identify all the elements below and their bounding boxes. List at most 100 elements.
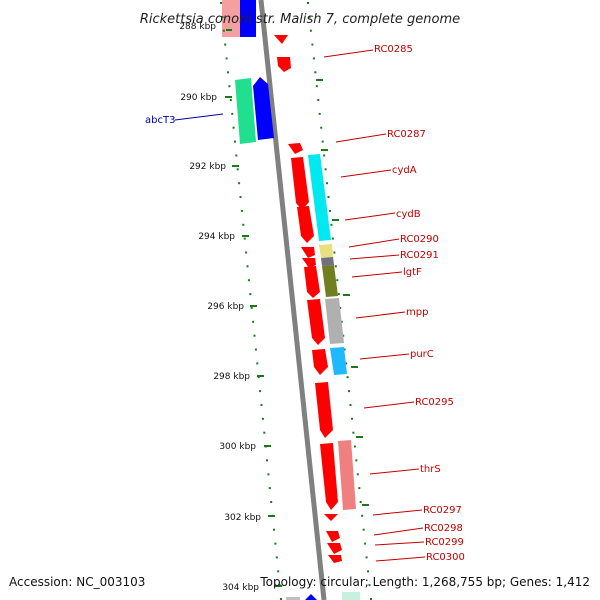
gene-label-rc0295[interactable]: RC0295 [415,397,454,408]
gene-labels: RC0285 abcT3 RC0287 cydA cydB RC0290 RC0… [145,44,465,563]
gene-block-top-blue[interactable] [240,0,256,37]
scale-dot-right [309,29,312,32]
scale-dot-right [343,348,346,351]
scale-dot-left [263,431,266,434]
scale-dot-left [249,293,252,296]
gene-label-cydB[interactable]: cydB [396,209,421,220]
gene-bottom-blue[interactable] [305,594,317,600]
gene-label-mpp[interactable]: mpp [406,307,428,318]
scale-dot-right [355,459,358,462]
gene-cyd-cyan[interactable] [308,154,331,241]
gene-rc0300[interactable] [328,555,342,563]
gene-rc0287[interactable] [288,143,303,154]
gene-label-thrS[interactable]: thrS [420,464,441,475]
gene-purC-blue[interactable] [330,347,347,375]
gene-rc0291[interactable] [302,258,316,268]
gene-cydB[interactable] [297,206,314,243]
gene-label-rc0290[interactable]: RC0290 [400,234,439,245]
leader-abcT3 [174,113,224,121]
gene-cydA[interactable] [291,157,309,210]
gene-label-purC[interactable]: purC [410,349,434,360]
scale-dot-right [330,223,333,226]
tick-label-288: 288 kbp [179,22,216,32]
gene-label-rc0285[interactable]: RC0285 [374,44,413,55]
scale-dot-left [273,528,275,531]
gene-mpp[interactable] [307,299,325,345]
scale-dot-left [259,390,262,393]
scale-dot-right [327,196,330,198]
scale-dot-right [356,473,359,476]
scale-ticks: 288 kbp 290 kbp 292 kbp 294 kbp 296 kbp … [179,22,369,593]
gene-label-rc0299[interactable]: RC0299 [425,537,464,548]
scale-dot-right [321,140,324,143]
scale-dot-right [353,445,356,448]
scale-dot-right [336,279,339,282]
gene-label-rc0287[interactable]: RC0287 [387,129,426,140]
gene-darkgray[interactable] [321,257,334,266]
gene-abcT3-green[interactable] [235,78,256,144]
gene-rc0298[interactable] [326,531,340,542]
scale-dot-right [315,85,318,88]
scale-dot-left [250,306,253,309]
scale-dot-right [346,376,349,379]
gene-rc0290[interactable] [301,247,315,258]
gene-label-abcT3[interactable]: abcT3 [145,115,175,126]
gene-lgtF-olive[interactable] [322,265,338,297]
scale-dot-left [234,140,236,143]
gene-rc0297[interactable] [324,514,338,521]
gene-label-rc0300[interactable]: RC0300 [426,552,465,563]
scale-dot-right [339,306,342,309]
scale-dot-left [274,542,277,545]
top-genes [222,0,256,37]
tick-label-300: 300 kbp [219,442,256,452]
gene-abcT3-blue[interactable] [253,77,274,140]
gene-bottom-mint[interactable] [342,592,360,600]
genome-backbone [258,0,327,600]
scale-dot-left [242,223,245,226]
gene-thrS-pink[interactable] [338,440,356,510]
gene-rc0299[interactable] [327,543,342,554]
leader-mpp [355,311,406,319]
leader-rc0298 [373,527,424,536]
gene-label-lgtF[interactable]: lgtF [403,267,422,278]
scale-dot-left [235,154,238,157]
gene-khaki[interactable] [319,244,333,258]
gene-thrS[interactable] [320,443,338,510]
scale-dot-right [311,43,314,46]
gene-label-rc0297[interactable]: RC0297 [423,505,462,516]
scale-dot-left [246,265,249,268]
gene-label-rc0291[interactable]: RC0291 [400,250,439,261]
tick-label-304: 304 kbp [222,583,259,593]
leader-rc0300 [375,556,426,562]
gene-label-rc0298[interactable]: RC0298 [424,523,463,534]
gene-rc0295[interactable] [315,382,333,438]
scale-dot-left [254,348,257,351]
scale-dot-left [227,71,229,74]
scale-dot-left [270,501,273,503]
gene-label-cydA[interactable]: cydA [392,165,417,176]
gene-lgtF[interactable] [304,266,320,298]
leader-lgtF [351,271,403,278]
gene-block-top-pink[interactable] [222,0,240,37]
gene-mpp-gray[interactable] [325,298,344,344]
gene-rc0285[interactable] [277,57,291,72]
leader-thrS [369,468,420,475]
map-title: Rickettsia conorii str. Malish 7, comple… [140,12,460,27]
leader-rc0295 [363,401,415,409]
scale-dot-right [334,265,337,268]
scale-dot-left [228,85,231,88]
scale-dot-right [367,570,370,573]
scale-dot-right [364,542,367,545]
scale-dot-left [221,15,224,18]
leader-rc0290 [348,238,400,248]
scale-dot-right [324,168,327,171]
gene-bottom-gray[interactable] [286,597,300,600]
gene-purC[interactable] [312,349,328,375]
gene-rc0285a[interactable] [274,35,288,44]
scale-dot-left [260,404,263,406]
scale-dots [220,2,372,600]
scale-dot-left [240,209,243,212]
genome-summary-text: Topology: circular; Length: 1,268,755 bp… [259,575,590,589]
scale-dot-left [224,43,227,46]
scale-dot-right [352,431,355,434]
